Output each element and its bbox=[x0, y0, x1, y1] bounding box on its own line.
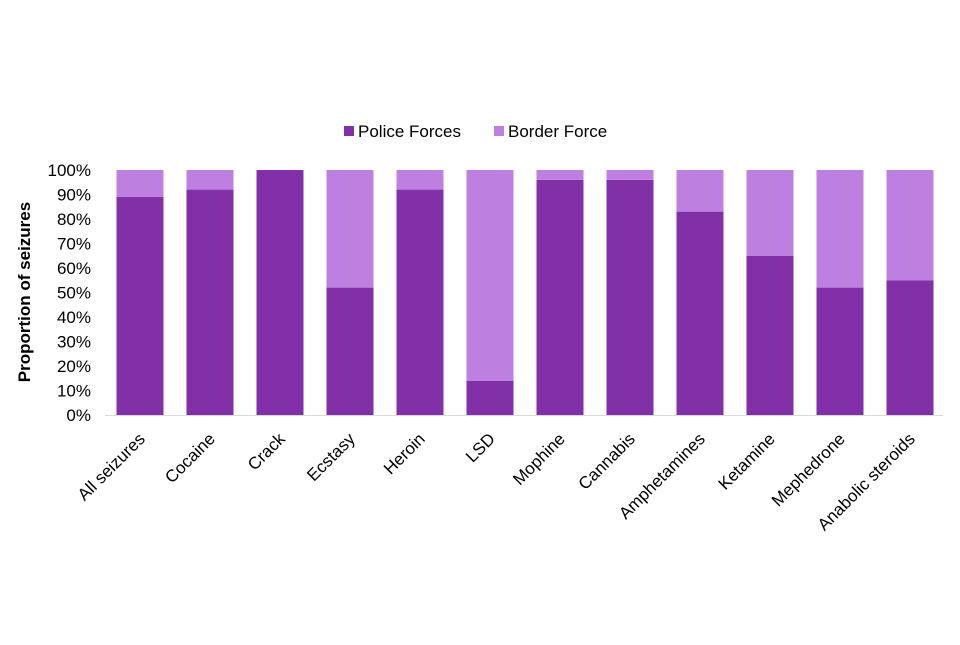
bar-police-forces bbox=[256, 170, 304, 415]
x-tick-label: Cocaine bbox=[161, 429, 219, 487]
y-tick-label: 100% bbox=[48, 161, 91, 180]
bar-border-force bbox=[536, 170, 584, 180]
x-tick-label: Ecstasy bbox=[303, 429, 359, 485]
x-tick-label: Ketamine bbox=[715, 429, 779, 493]
bar-border-force bbox=[886, 170, 934, 281]
x-axis: All seizures Cocaine Crack Ecstasy Heroin LSD… bbox=[74, 415, 943, 534]
y-tick-label: 30% bbox=[57, 333, 91, 352]
legend: Police Forces Border Force bbox=[344, 122, 607, 141]
bar-border-force bbox=[186, 170, 234, 190]
legend-label: Police Forces bbox=[358, 122, 461, 141]
y-axis-label: Proportion of seizures bbox=[15, 202, 34, 382]
bar-border-force bbox=[746, 170, 794, 256]
legend-swatch bbox=[344, 126, 354, 136]
bar-police-forces bbox=[116, 196, 164, 415]
y-tick-label: 10% bbox=[57, 382, 91, 401]
x-tick-label: Heroin bbox=[380, 429, 429, 478]
y-tick-label: 60% bbox=[57, 259, 91, 278]
x-tick-label: Cannabis bbox=[575, 429, 639, 493]
bar-border-force bbox=[326, 170, 374, 288]
bar-police-forces bbox=[606, 179, 654, 415]
bar-border-force bbox=[606, 170, 654, 180]
bar-police-forces bbox=[676, 211, 724, 415]
y-tick-label: 0% bbox=[66, 406, 91, 425]
bars bbox=[116, 170, 934, 415]
y-tick-label: 70% bbox=[57, 235, 91, 254]
bar-police-forces bbox=[326, 287, 374, 415]
x-tick-label: All seizures bbox=[74, 429, 149, 504]
bar-police-forces bbox=[186, 189, 234, 415]
y-tick-label: 20% bbox=[57, 357, 91, 376]
y-tick-label: 80% bbox=[57, 210, 91, 229]
bar-police-forces bbox=[396, 189, 444, 415]
bar-border-force bbox=[396, 170, 444, 190]
legend-label: Border Force bbox=[508, 122, 607, 141]
bar-border-force bbox=[816, 170, 864, 288]
bar-police-forces bbox=[746, 255, 794, 415]
x-tick-label: Crack bbox=[244, 429, 289, 474]
x-tick-label: LSD bbox=[462, 429, 499, 466]
bar-border-force bbox=[676, 170, 724, 212]
bar-police-forces bbox=[816, 287, 864, 415]
y-tick-label: 50% bbox=[57, 284, 91, 303]
bar-border-force bbox=[116, 170, 164, 197]
bar-police-forces bbox=[466, 380, 514, 415]
bar-border-force bbox=[466, 170, 514, 381]
x-tick-label: Mophine bbox=[509, 429, 569, 489]
y-tick-label: 90% bbox=[57, 186, 91, 205]
bar-police-forces bbox=[886, 280, 934, 415]
legend-swatch bbox=[494, 126, 504, 136]
bar-police-forces bbox=[536, 179, 584, 415]
y-tick-label: 40% bbox=[57, 308, 91, 327]
y-axis: 0% 10% 20% 30% 40% 50% 60% 70% 80% 90% 100% bbox=[48, 161, 91, 425]
